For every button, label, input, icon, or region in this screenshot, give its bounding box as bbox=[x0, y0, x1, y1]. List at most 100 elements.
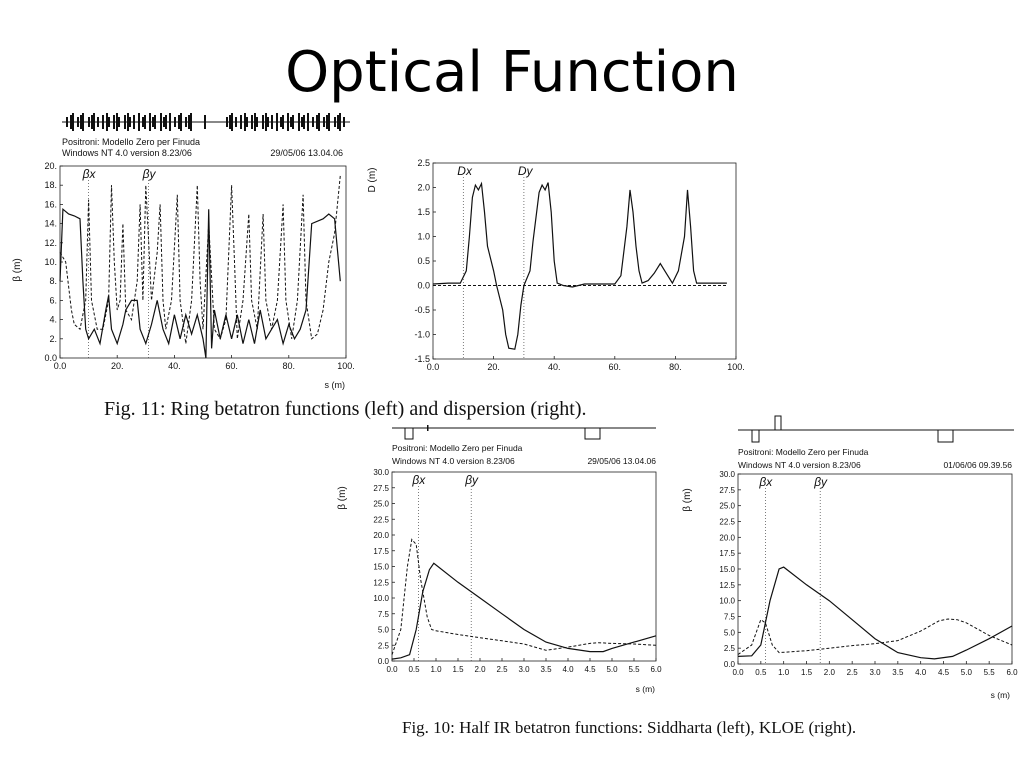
x-tick-label: 2.5 bbox=[847, 668, 859, 677]
magnet-element bbox=[231, 113, 233, 131]
magnet-element bbox=[307, 113, 309, 131]
x-tick-label: 60. bbox=[225, 361, 238, 371]
y-tick-label: 12.5 bbox=[719, 581, 735, 590]
magnet-element bbox=[106, 113, 108, 131]
x-tick-label: 0.0 bbox=[732, 668, 744, 677]
lattice-strip bbox=[392, 425, 656, 440]
x-tick-label: 0.0 bbox=[386, 665, 398, 674]
y-tick-label: 10. bbox=[44, 257, 57, 267]
x-tick-label: 3.5 bbox=[892, 668, 904, 677]
x-tick-label: 3.0 bbox=[869, 668, 881, 677]
x-axis-label: s (m) bbox=[991, 690, 1011, 700]
x-tick-label: 4.0 bbox=[915, 668, 927, 677]
y-tick-label: 20.0 bbox=[719, 533, 735, 542]
magnet-element bbox=[290, 117, 292, 127]
figure-10-caption: Fig. 10: Half IR betatron functions: Sid… bbox=[402, 718, 857, 737]
magnet-element bbox=[751, 429, 760, 443]
magnet-element bbox=[91, 115, 93, 129]
magnet-element bbox=[180, 113, 182, 131]
magnet-element bbox=[154, 115, 156, 129]
magnet-element bbox=[937, 429, 954, 443]
y-tick-label: 0.0 bbox=[417, 281, 430, 291]
x-tick-label: 1.0 bbox=[778, 668, 790, 677]
y-tick-label: 22.5 bbox=[719, 518, 735, 527]
x-tick-label: 2.0 bbox=[474, 665, 486, 674]
magnet-element bbox=[323, 117, 325, 127]
magnet-element bbox=[72, 113, 74, 131]
y-tick-label: 0.5 bbox=[417, 256, 430, 266]
magnet-element bbox=[97, 117, 99, 127]
magnet-element bbox=[188, 115, 190, 129]
y-tick-label: 12. bbox=[44, 238, 57, 248]
magnet-element bbox=[337, 115, 339, 129]
header-date: 01/06/06 09.39.56 bbox=[943, 460, 1012, 470]
magnet-element bbox=[318, 113, 320, 131]
kloe-beta-chart: Positroni: Modello Zero per Finuda Windo… bbox=[682, 415, 1018, 700]
x-tick-label: 0.0 bbox=[54, 361, 67, 371]
y-tick-label: 25.0 bbox=[719, 502, 735, 511]
magnet-element bbox=[169, 113, 171, 131]
magnet-element bbox=[298, 113, 300, 131]
y-tick-label: 27.5 bbox=[373, 484, 389, 493]
y-tick-label: 12.5 bbox=[373, 578, 389, 587]
plot-area: 0.0 2.5 5.0 7.5 10.0 12.5 15.0 17.5 20.0 22.5 25.0… bbox=[719, 470, 1018, 677]
annotation-label: Dy bbox=[518, 164, 534, 178]
x-tick-label: 0.5 bbox=[755, 668, 767, 677]
magnet-element bbox=[427, 425, 429, 431]
y-tick-label: -0.5 bbox=[414, 305, 430, 315]
y-tick-label: 20. bbox=[44, 161, 57, 171]
magnet-element bbox=[256, 117, 258, 127]
y-tick-label: 7.5 bbox=[724, 613, 736, 622]
solid-series-line bbox=[391, 562, 657, 660]
magnet-element bbox=[292, 115, 294, 129]
ring-beta-chart: Positroni: Modello Zero per Finuda Windo… bbox=[12, 113, 355, 390]
annotation-label: Dx bbox=[457, 164, 473, 178]
solid-series-line bbox=[432, 181, 727, 350]
magnet-element bbox=[282, 115, 284, 129]
y-tick-label: 16. bbox=[44, 199, 57, 209]
magnet-element bbox=[301, 117, 303, 127]
y-tick-label: 15.0 bbox=[373, 563, 389, 572]
magnet-element bbox=[246, 117, 248, 127]
magnet-element bbox=[254, 113, 256, 131]
x-tick-label: 2.0 bbox=[824, 668, 836, 677]
magnet-element bbox=[93, 113, 95, 131]
annotation-label: βy bbox=[464, 473, 479, 487]
y-axis-label: β (m) bbox=[12, 258, 23, 282]
magnet-element bbox=[116, 113, 118, 131]
magnet-element bbox=[251, 115, 253, 129]
annotation-label: βx bbox=[82, 167, 97, 181]
y-tick-label: 10.0 bbox=[719, 597, 735, 606]
y-tick-label: 18. bbox=[44, 180, 57, 190]
plot-frame bbox=[432, 162, 737, 360]
dashed-series-line bbox=[737, 618, 1013, 655]
x-tick-label: 4.5 bbox=[938, 668, 950, 677]
magnet-element bbox=[316, 115, 318, 129]
dashed-series-line bbox=[391, 538, 657, 655]
y-tick-label: 0.0 bbox=[724, 660, 736, 669]
x-tick-label: 40. bbox=[548, 362, 561, 372]
magnet-element bbox=[303, 115, 305, 129]
x-tick-label: 5.0 bbox=[961, 668, 973, 677]
annotation-label: βy bbox=[813, 475, 828, 489]
x-tick-label: 4.5 bbox=[584, 665, 596, 674]
magnet-element bbox=[226, 117, 228, 127]
header-date: 29/05/06 13.04.06 bbox=[270, 148, 343, 158]
lattice-strip bbox=[62, 113, 350, 131]
magnet-element bbox=[77, 117, 79, 127]
magnet-element bbox=[102, 115, 104, 129]
x-tick-label: 100. bbox=[727, 362, 745, 372]
x-tick-label: 0.0 bbox=[427, 362, 440, 372]
magnet-element bbox=[584, 427, 601, 440]
magnet-element bbox=[174, 117, 176, 127]
magnet-element bbox=[328, 113, 330, 131]
x-tick-label: 20. bbox=[487, 362, 500, 372]
x-tick-label: 4.0 bbox=[562, 665, 574, 674]
header-line-1: Positroni: Modello Zero per Finuda bbox=[62, 137, 200, 147]
y-tick-label: 30.0 bbox=[373, 468, 389, 477]
annotation-label: βx bbox=[758, 475, 773, 489]
annotation-label: βy bbox=[142, 167, 157, 181]
x-axis-label: s (m) bbox=[325, 380, 346, 390]
magnet-element bbox=[142, 117, 144, 127]
y-axis-label: D (m) bbox=[367, 168, 378, 193]
